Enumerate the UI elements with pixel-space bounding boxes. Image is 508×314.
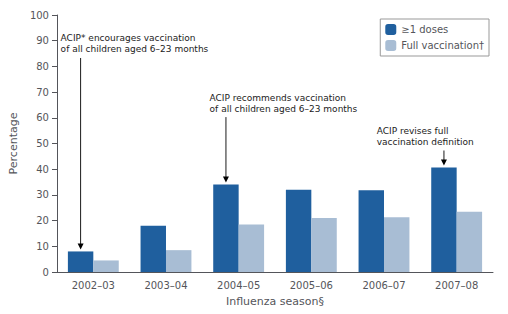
svg-text:100: 100 (30, 10, 49, 21)
svg-text:2005–06: 2005–06 (290, 280, 333, 291)
svg-text:10: 10 (36, 241, 49, 252)
svg-text:≥1 doses: ≥1 doses (401, 24, 448, 35)
svg-text:60: 60 (36, 112, 49, 123)
svg-text:2003–04: 2003–04 (144, 280, 187, 291)
svg-text:50: 50 (36, 138, 49, 149)
svg-text:0: 0 (43, 267, 49, 278)
svg-text:2002–03: 2002–03 (72, 280, 115, 291)
svg-text:20: 20 (36, 215, 49, 226)
svg-text:ACIP* encourages vaccination: ACIP* encourages vaccination (61, 33, 196, 43)
svg-text:30: 30 (36, 189, 49, 200)
svg-text:vaccination definition: vaccination definition (377, 137, 474, 147)
svg-text:70: 70 (36, 87, 49, 98)
svg-text:ACIP recommends vaccination: ACIP recommends vaccination (210, 93, 346, 103)
svg-text:2006–07: 2006–07 (362, 280, 405, 291)
svg-text:90: 90 (36, 35, 49, 46)
svg-text:of all children aged 6–23 mont: of all children aged 6–23 months (210, 104, 358, 114)
svg-text:of all children aged 6–23 mont: of all children aged 6–23 months (61, 44, 209, 54)
svg-text:Full vaccination†: Full vaccination† (401, 40, 484, 51)
svg-text:40: 40 (36, 164, 49, 175)
svg-text:Percentage: Percentage (7, 112, 20, 174)
svg-text:80: 80 (36, 61, 49, 72)
svg-text:Influenza season§: Influenza season§ (226, 295, 324, 308)
svg-text:2007–08: 2007–08 (435, 280, 478, 291)
svg-text:2004–05: 2004–05 (217, 280, 260, 291)
svg-text:ACIP revises full: ACIP revises full (377, 126, 449, 136)
